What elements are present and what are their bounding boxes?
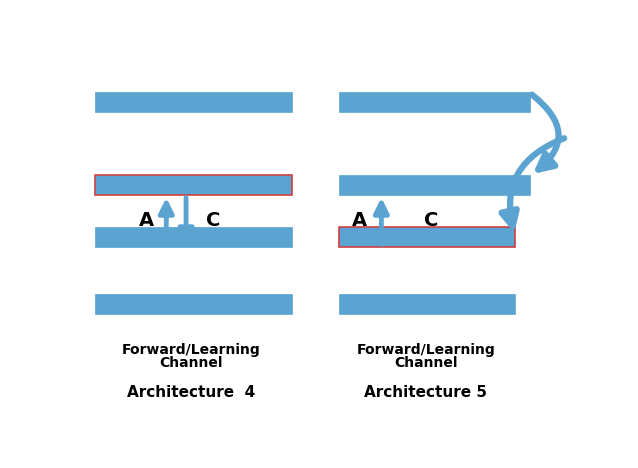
Text: Forward/Learning: Forward/Learning — [122, 343, 260, 357]
Text: C: C — [424, 211, 438, 230]
Text: Architecture  4: Architecture 4 — [127, 385, 255, 400]
FancyBboxPatch shape — [339, 92, 530, 112]
FancyArrowPatch shape — [501, 138, 564, 226]
FancyBboxPatch shape — [94, 227, 292, 247]
FancyBboxPatch shape — [339, 227, 515, 247]
Text: A: A — [352, 211, 367, 230]
FancyBboxPatch shape — [94, 92, 292, 112]
FancyBboxPatch shape — [339, 175, 530, 195]
FancyBboxPatch shape — [339, 294, 515, 314]
Text: Forward/Learning: Forward/Learning — [357, 343, 495, 357]
FancyBboxPatch shape — [94, 294, 292, 314]
Text: Architecture 5: Architecture 5 — [364, 385, 487, 400]
Text: Channel: Channel — [160, 356, 223, 370]
FancyArrowPatch shape — [532, 95, 559, 169]
Text: A: A — [139, 211, 154, 230]
Text: Channel: Channel — [394, 356, 457, 370]
Text: C: C — [206, 211, 221, 230]
FancyBboxPatch shape — [94, 175, 292, 195]
